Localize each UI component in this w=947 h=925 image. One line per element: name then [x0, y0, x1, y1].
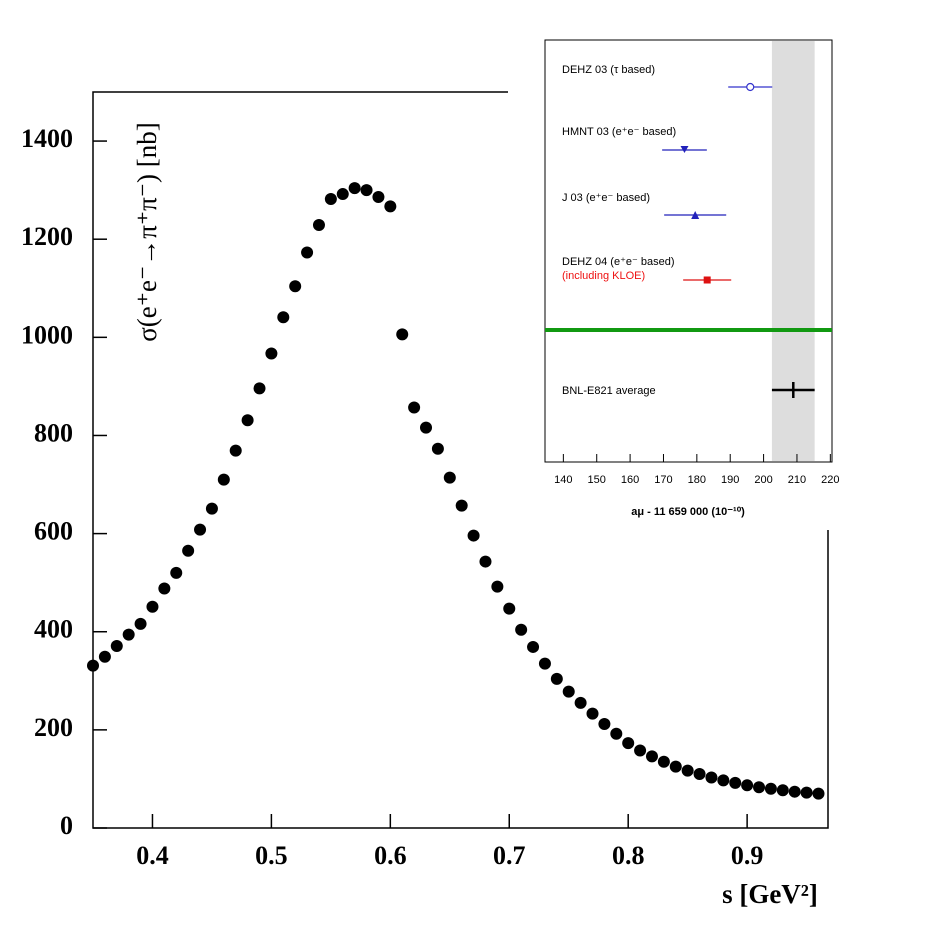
data-point [776, 784, 789, 797]
x-tick-label: 0.8 [612, 841, 645, 870]
data-point [348, 182, 361, 195]
data-point [657, 755, 670, 768]
data-point [503, 602, 516, 615]
entry-label: HMNT 03 (e⁺e⁻ based) [562, 126, 676, 138]
data-point [491, 580, 504, 593]
data-point [431, 442, 444, 455]
y-tick-label: 200 [34, 713, 73, 742]
x-axis-label: s [GeV²] [722, 879, 818, 909]
data-point [681, 764, 694, 777]
data-point [122, 628, 135, 641]
data-point [479, 555, 492, 568]
data-point [87, 659, 99, 672]
data-point [134, 617, 147, 630]
x-tick-label: 170 [654, 474, 672, 486]
x-tick-label: 150 [588, 474, 606, 486]
entry-label: BNL-E821 average [562, 385, 656, 397]
marker [703, 276, 711, 284]
data-point [562, 685, 575, 698]
marker [680, 146, 689, 153]
marker [746, 82, 755, 92]
x-tick-label: 0.9 [731, 841, 764, 870]
data-point [384, 200, 397, 213]
data-point [205, 502, 218, 515]
data-point [527, 640, 540, 653]
data-point [812, 787, 825, 800]
data-point [729, 776, 742, 789]
data-point [277, 311, 290, 324]
data-point [467, 529, 480, 542]
data-point [622, 737, 635, 750]
data-point [764, 782, 777, 795]
x-tick-label: 160 [621, 474, 639, 486]
x-tick-label: 210 [788, 474, 806, 486]
x-tick-label: 0.6 [374, 841, 407, 870]
marker [691, 211, 700, 219]
data-point [170, 566, 183, 579]
data-point [586, 707, 599, 720]
data-point [301, 246, 314, 259]
y-tick-label: 600 [34, 517, 73, 546]
data-point [693, 768, 706, 781]
data-point [645, 750, 658, 763]
data-point [705, 771, 718, 784]
data-point [598, 717, 611, 730]
x-tick-label: 200 [754, 474, 772, 486]
data-point [336, 188, 349, 201]
data-point [182, 544, 195, 557]
x-tick-label: 0.5 [255, 841, 288, 870]
x-axis-label: aμ - 11 659 000 (10⁻¹⁰) [631, 506, 745, 518]
data-point [158, 582, 171, 595]
data-point [634, 744, 647, 757]
data-point [800, 786, 813, 799]
data-point [396, 328, 409, 341]
y-tick-label: 1200 [21, 222, 73, 251]
entry-label: DEHZ 03 (τ based) [562, 64, 655, 76]
data-point [408, 401, 421, 414]
x-tick-label: 220 [821, 474, 839, 486]
data-point [574, 696, 587, 709]
data-point [253, 382, 266, 395]
data-point [229, 444, 242, 457]
entry-label: J 03 (e⁺e⁻ based) [562, 192, 650, 204]
y-tick-label: 800 [34, 418, 73, 447]
data-point [194, 523, 207, 536]
data-point [372, 191, 385, 204]
y-tick-label: 400 [34, 615, 73, 644]
data-point [241, 414, 254, 427]
entry-label: DEHZ 04 (e⁺e⁻ based) [562, 256, 675, 268]
data-point [788, 785, 801, 798]
y-tick-label: 1000 [21, 320, 73, 349]
data-point [443, 471, 456, 484]
x-tick-label: 140 [554, 474, 572, 486]
x-tick-label: 0.7 [493, 841, 526, 870]
x-tick-label: 180 [688, 474, 706, 486]
data-point [538, 657, 551, 670]
data-point [515, 623, 528, 636]
data-point [420, 421, 433, 434]
annotation: (including KLOE) [562, 270, 645, 282]
data-point [217, 473, 230, 486]
data-point [312, 218, 325, 231]
data-point [110, 639, 123, 652]
data-point [669, 760, 682, 773]
x-tick-label: 0.4 [136, 841, 169, 870]
data-point [289, 280, 302, 293]
data-point [265, 347, 278, 360]
data-point [741, 779, 754, 792]
data-point [717, 774, 730, 787]
data-point [550, 672, 563, 685]
data-point [324, 192, 337, 205]
y-tick-label: 0 [60, 811, 73, 840]
y-axis-label: σ(e⁺e⁻→π⁺π⁻) [nb] [132, 122, 162, 342]
y-tick-label: 1400 [21, 124, 73, 153]
data-point [360, 184, 373, 197]
data-point [455, 499, 468, 512]
x-tick-label: 190 [721, 474, 739, 486]
data-point [610, 727, 623, 740]
data-point [753, 781, 766, 794]
data-point [146, 600, 159, 613]
data-point [98, 650, 111, 663]
